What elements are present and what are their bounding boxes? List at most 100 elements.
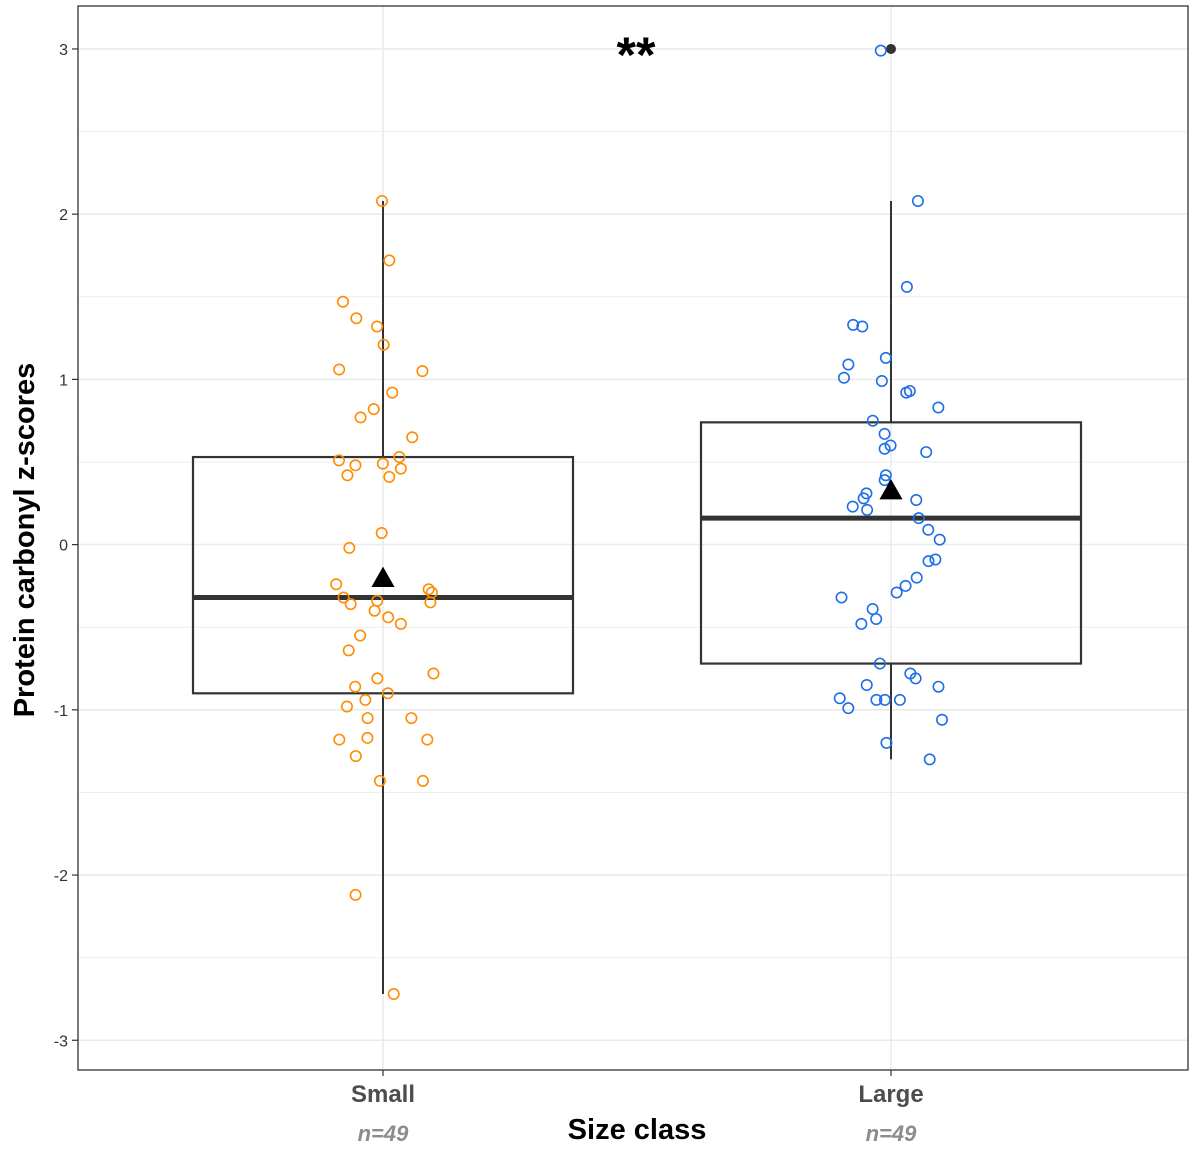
data-point <box>856 320 869 333</box>
mean-marker <box>879 479 903 500</box>
data-point <box>333 363 346 376</box>
data-point <box>377 338 390 351</box>
data-point <box>361 731 374 744</box>
data-point <box>922 555 935 568</box>
data-point <box>870 693 883 706</box>
y-tick-label: -2 <box>54 868 68 885</box>
data-point <box>406 431 419 444</box>
data-point <box>875 375 888 388</box>
data-point <box>421 733 434 746</box>
data-point <box>920 446 933 459</box>
data-point <box>337 295 350 308</box>
data-point <box>878 427 891 440</box>
x-axis-title: Size class <box>568 1114 707 1146</box>
data-point <box>416 365 429 378</box>
data-point <box>933 533 946 546</box>
data-point <box>394 462 407 475</box>
data-point <box>349 680 362 693</box>
data-point <box>857 492 870 505</box>
data-point <box>878 442 891 455</box>
data-point <box>333 733 346 746</box>
data-point <box>427 667 440 680</box>
data-point <box>337 591 350 604</box>
x-tick-label: Large <box>858 1081 923 1108</box>
data-point <box>361 712 374 725</box>
data-point <box>870 612 883 625</box>
box-layer <box>191 43 1083 994</box>
data-point <box>879 469 892 482</box>
data-point <box>932 401 945 414</box>
data-point <box>422 583 435 596</box>
mean-marker <box>371 566 395 588</box>
data-point <box>373 774 386 787</box>
y-tick-label: 2 <box>59 207 68 224</box>
data-point <box>879 351 892 364</box>
sample-size-label: n=49 <box>358 1121 410 1146</box>
data-point <box>936 713 949 726</box>
data-point <box>899 579 912 592</box>
data-point <box>932 680 945 693</box>
data-point <box>909 672 922 685</box>
plot-panel-border <box>77 5 1189 1071</box>
data-point <box>383 254 396 267</box>
data-point <box>376 194 389 207</box>
data-point <box>386 386 399 399</box>
data-point <box>910 571 923 584</box>
box-iqr <box>699 421 1083 665</box>
x-axis-ticks: Small n=49 Large n=49 <box>351 1070 924 1146</box>
y-tick-label: 3 <box>59 42 68 59</box>
data-point <box>880 736 893 749</box>
data-point <box>368 604 381 617</box>
data-point <box>911 194 924 207</box>
mean-markers <box>371 479 903 588</box>
data-point <box>890 586 903 599</box>
data-point <box>371 672 384 685</box>
data-point <box>354 629 367 642</box>
data-point <box>878 474 891 487</box>
data-point <box>394 617 407 630</box>
data-point <box>900 280 913 293</box>
data-point <box>367 403 380 416</box>
data-point <box>842 702 855 715</box>
data-point <box>847 318 860 331</box>
data-point <box>860 679 873 692</box>
significance-annotation: ** <box>617 27 656 83</box>
outlier-point <box>886 43 896 54</box>
grid-lines <box>78 6 1188 1070</box>
data-point <box>405 712 418 725</box>
y-tick-label: -3 <box>54 1033 68 1050</box>
data-point <box>884 439 897 452</box>
data-point <box>393 451 406 464</box>
x-tick-label: Small <box>351 1081 415 1108</box>
data-point <box>929 553 942 566</box>
data-point <box>416 774 429 787</box>
data-point <box>371 320 384 333</box>
data-point <box>912 512 925 525</box>
y-tick-label: 1 <box>59 372 68 389</box>
data-point <box>381 687 394 700</box>
data-point <box>424 596 437 609</box>
data-point <box>837 371 850 384</box>
data-point <box>349 750 362 763</box>
data-point <box>341 469 354 482</box>
data-point <box>855 617 868 630</box>
y-axis-title: Protein carbonyl z-scores <box>9 363 41 718</box>
data-point <box>343 541 356 554</box>
data-point <box>835 591 848 604</box>
data-point <box>332 454 345 467</box>
data-point <box>893 693 906 706</box>
sample-size-label: n=49 <box>866 1121 918 1146</box>
data-point <box>344 598 357 611</box>
data-point <box>349 459 362 472</box>
data-point <box>376 457 389 470</box>
data-point <box>349 888 362 901</box>
data-point <box>382 611 395 624</box>
data-point <box>910 493 923 506</box>
data-point <box>874 44 887 57</box>
data-point <box>387 987 400 1000</box>
data-point <box>340 700 353 713</box>
data-point <box>846 500 859 513</box>
data-point <box>866 603 879 616</box>
y-axis-ticks: -3 -2 -1 0 1 2 3 <box>54 42 78 1050</box>
